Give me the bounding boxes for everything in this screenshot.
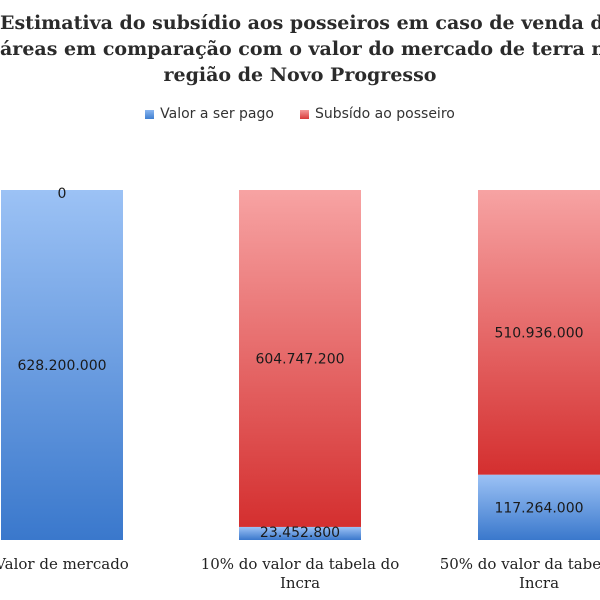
data-label-subsidio-2: 510.936.000 — [494, 325, 583, 341]
category-label-1-1: Incra — [280, 574, 320, 592]
data-label-valor-1: 23.452.800 — [260, 525, 340, 541]
data-label-subsidio-0: 0 — [58, 186, 67, 202]
bar-subsidio-1 — [239, 190, 361, 527]
chart-title-line-2: áreas em comparação com o valor do merca… — [0, 38, 600, 60]
legend-swatch-subsidio — [299, 109, 309, 119]
chart-title: Estimativa do subsídio aos posseiros em … — [0, 10, 600, 88]
legend: Valor a ser pago Subsído ao posseiro — [0, 106, 600, 122]
legend-label-valor: Valor a ser pago — [160, 106, 274, 122]
data-label-subsidio-1: 604.747.200 — [255, 351, 344, 367]
bar-valor-1 — [239, 526, 361, 540]
bar-valor-2 — [478, 474, 600, 540]
category-label-2-1: Incra — [519, 574, 559, 592]
chart-title-line-1: Estimativa do subsídio aos posseiros em … — [0, 12, 600, 34]
category-label-2-0: 50% do valor da tabela do — [440, 555, 600, 573]
legend-item-subsidio: Subsído ao posseiro — [299, 106, 455, 122]
category-label-1-0: 10% do valor da tabela do — [201, 555, 400, 573]
data-label-valor-0: 628.200.000 — [17, 358, 106, 374]
chart-title-line-3: região de Novo Progresso — [163, 64, 437, 86]
category-label-0-0: Valor de mercado — [0, 555, 129, 573]
legend-swatch-valor — [145, 109, 155, 119]
legend-item-valor: Valor a ser pago — [145, 106, 274, 122]
bar-valor-0 — [1, 190, 123, 540]
data-label-valor-2: 117.264.000 — [494, 500, 583, 516]
bar-subsidio-2 — [478, 190, 600, 475]
legend-label-subsidio: Subsído ao posseiro — [314, 106, 455, 122]
